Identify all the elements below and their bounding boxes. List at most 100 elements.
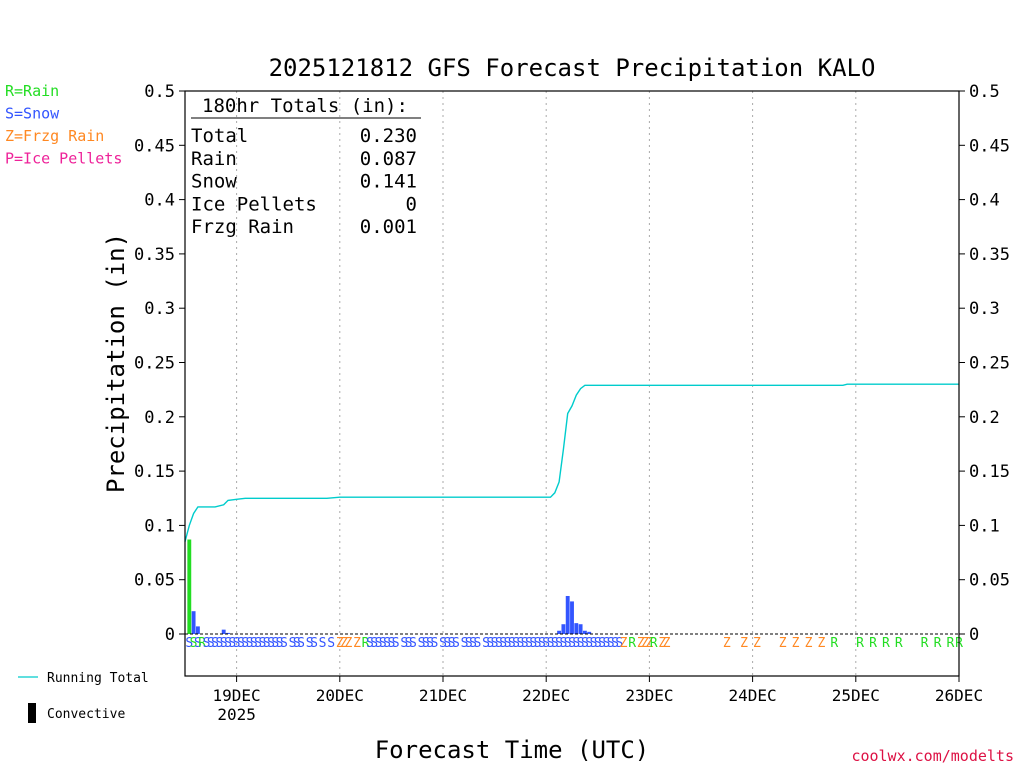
- totals-label-4: Frzg Rain: [191, 216, 294, 238]
- ptype-marker-11: S: [233, 636, 241, 651]
- ytick-label-right-0: 0: [969, 625, 979, 645]
- xtick-label-7: 26DEC: [935, 686, 983, 705]
- ptype-marker-47: S: [426, 636, 434, 651]
- bar-snow-1: [195, 626, 200, 634]
- ptype-marker-14: S: [246, 636, 254, 651]
- plot-frame: [184, 90, 960, 677]
- ptype-marker-103: Z: [817, 636, 825, 651]
- bar-snow-10: [582, 630, 587, 634]
- ptype-marker-7: S: [215, 636, 223, 651]
- y-axis: 0 0 0.05 0.05 0.1 0.1 0.15 0.15 0.2 0.2 0.25 0.25 0.…: [134, 82, 1010, 645]
- ptype-marker-106: R: [869, 636, 877, 651]
- bar-rain-0: [187, 539, 192, 634]
- xtick-label-3: 22DEC: [522, 686, 570, 705]
- bar-snow-6: [565, 595, 570, 634]
- running-total-line: [184, 383, 959, 542]
- running-total-legend-label: Running Total: [47, 671, 149, 686]
- x-axis-label: Forecast Time (UTC): [375, 736, 650, 764]
- ptype-marker-39: S: [383, 636, 391, 651]
- ptype-marker-100: Z: [779, 636, 787, 651]
- totals-box: 180hr Totals (in): Total 0.230 Rain 0.087 Sn…: [191, 95, 421, 238]
- ytick-label-left-2: 0.1: [144, 516, 175, 536]
- ptype-marker-27: S: [310, 636, 318, 651]
- ptype-marker-91: Z: [637, 636, 645, 651]
- ptype-marker-81: S: [585, 636, 593, 651]
- ptype-marker-75: S: [559, 636, 567, 651]
- ptype-marker-86: S: [607, 636, 615, 651]
- xtick-label-1: 20DEC: [316, 686, 364, 705]
- totals-value-4: 0.001: [360, 216, 417, 238]
- ytick-label-right-6: 0.3: [969, 299, 1000, 319]
- ytick-label-left-10: 0.5: [144, 82, 175, 102]
- ptype-marker-9: S: [224, 636, 232, 651]
- ptype-marker-59: S: [491, 636, 499, 651]
- bar-snow-2: [221, 629, 226, 634]
- ptype-marker-102: Z: [805, 636, 813, 651]
- ptype-marker-23: S: [289, 636, 297, 651]
- ytick-label-left-9: 0.45: [134, 136, 175, 156]
- ytick-label-left-4: 0.2: [144, 408, 175, 428]
- ptype-marker-13: S: [241, 636, 249, 651]
- running-total-group: [184, 383, 959, 542]
- ptype-marker-32: Z: [344, 636, 352, 651]
- ytick-label-right-3: 0.15: [969, 462, 1010, 482]
- ytick-label-right-10: 0.5: [969, 82, 1000, 102]
- ptype-marker-89: Z: [620, 636, 628, 651]
- ptype-marker-26: S: [306, 636, 314, 651]
- ptype-marker-85: S: [602, 636, 610, 651]
- ptype-marker-29: S: [327, 636, 335, 651]
- bar-snow-11: [587, 631, 592, 634]
- ptype-marker-87: S: [611, 636, 619, 651]
- convective-legend-swatch: [28, 703, 36, 723]
- ptype-marker-98: Z: [740, 636, 748, 651]
- totals-label-1: Rain: [191, 148, 237, 170]
- ytick-label-left-8: 0.4: [144, 191, 175, 211]
- ptype-marker-19: S: [267, 636, 275, 651]
- ptype-marker-45: S: [418, 636, 426, 651]
- ptype-marker-5: S: [207, 636, 215, 651]
- ytick-label-left-7: 0.35: [134, 245, 175, 265]
- ptype-marker-44: S: [409, 636, 417, 651]
- ptype-marker-41: S: [392, 636, 400, 651]
- ytick-label-right-9: 0.45: [969, 136, 1010, 156]
- ptype-marker-37: S: [375, 636, 383, 651]
- ptype-marker-51: S: [448, 636, 456, 651]
- totals-header: 180hr Totals (in):: [202, 95, 408, 117]
- ptype-marker-12: S: [237, 636, 245, 651]
- ptype-marker-24: S: [293, 636, 301, 651]
- ytick-label-right-8: 0.4: [969, 191, 1000, 211]
- ptype-marker-25: S: [297, 636, 305, 651]
- ptype-marker-101: Z: [792, 636, 800, 651]
- ptype-marker-88: S: [615, 636, 623, 651]
- totals-label-3: Ice Pellets: [191, 193, 317, 215]
- ptype-marker-38: S: [379, 636, 387, 651]
- legend-entry-1: S=Snow: [5, 105, 60, 123]
- ptype-marker-35: S: [366, 636, 374, 651]
- ytick-label-left-0: 0: [165, 625, 175, 645]
- bar-snow-3: [226, 632, 230, 634]
- ptype-marker-83: S: [594, 636, 602, 651]
- chart-title: 2025121812 GFS Forecast Precipitation KA…: [269, 54, 876, 82]
- ptype-marker-48: S: [430, 636, 438, 651]
- totals-value-2: 0.141: [360, 171, 417, 193]
- ptype-marker-64: S: [512, 636, 520, 651]
- totals-label-0: Total: [191, 125, 248, 147]
- ptype-legend: R=Rain S=Snow Z=Frzg Rain P=Ice Pellets: [5, 82, 122, 168]
- ptype-marker-31: Z: [340, 636, 348, 651]
- ptype-marker-28: S: [319, 636, 327, 651]
- ptype-marker-73: S: [551, 636, 559, 651]
- ptype-marker-2: S: [194, 636, 202, 651]
- ptype-marker-95: Z: [658, 636, 666, 651]
- ptype-marker-79: S: [577, 636, 585, 651]
- ptype-marker-46: S: [422, 636, 430, 651]
- ytick-label-left-6: 0.3: [144, 299, 175, 319]
- bottom-legend: Running Total Convective: [18, 671, 149, 723]
- ptype-marker-66: S: [521, 636, 529, 651]
- ptype-marker-77: S: [568, 636, 576, 651]
- ptype-marker-36: S: [370, 636, 378, 651]
- grid-lines: [236, 91, 857, 676]
- ytick-label-left-1: 0.05: [134, 571, 175, 591]
